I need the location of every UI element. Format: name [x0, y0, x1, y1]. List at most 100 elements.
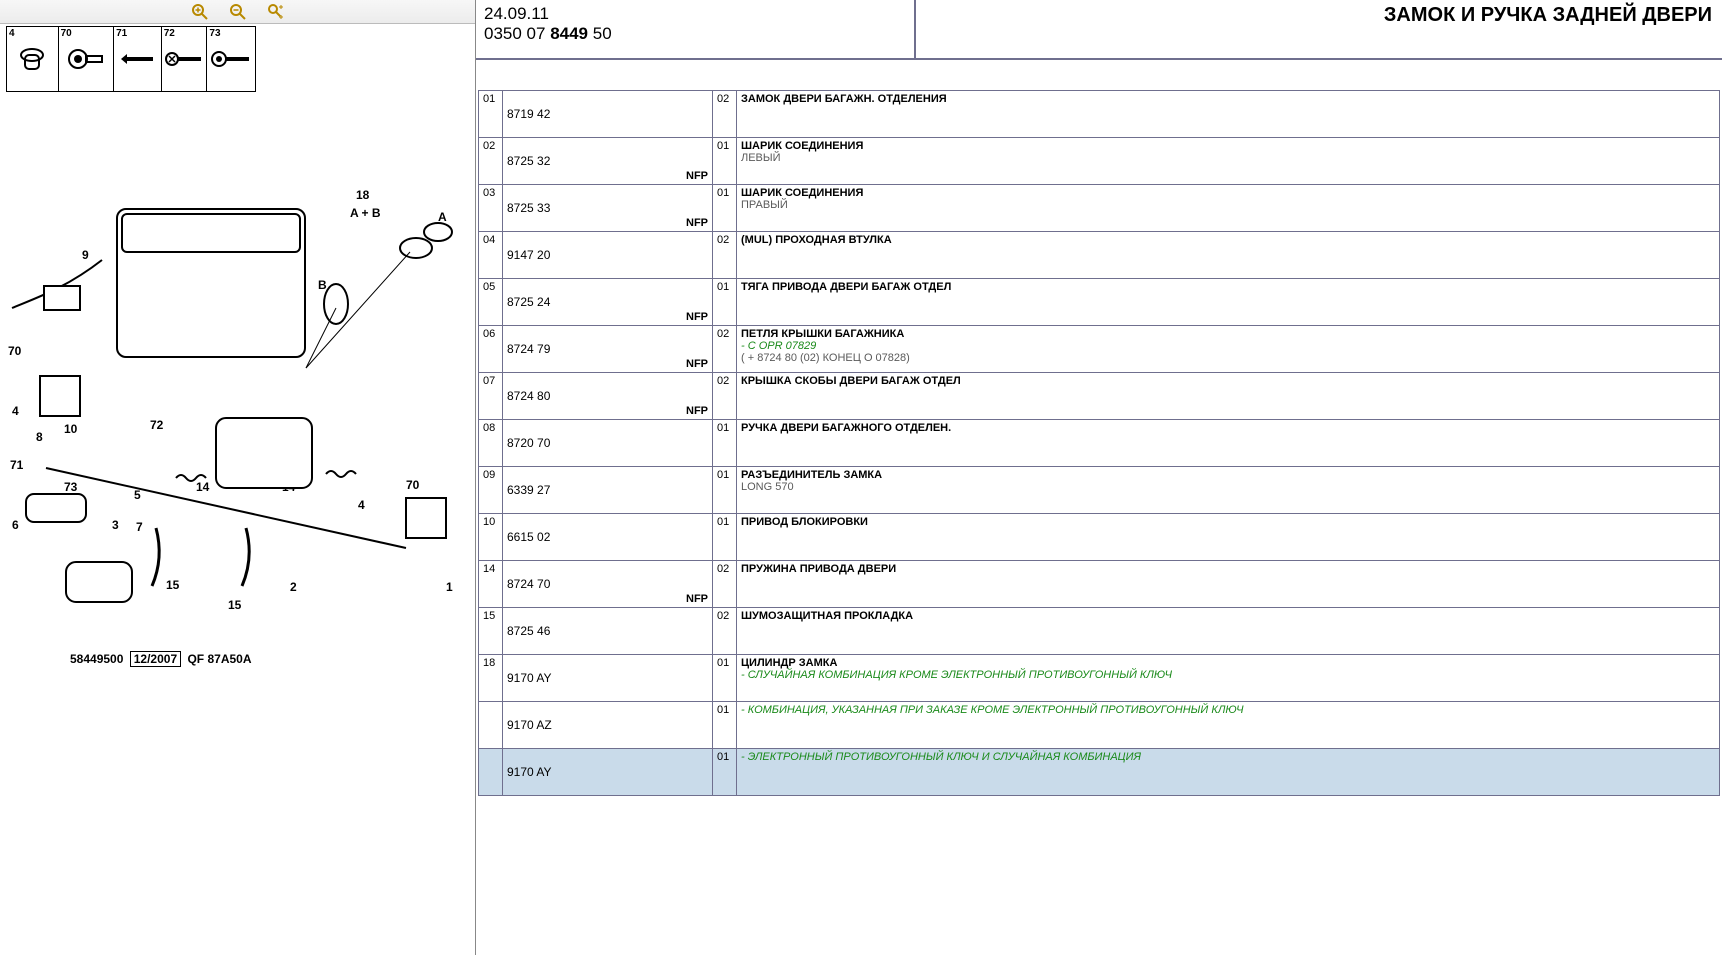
zoom-out-icon[interactable] — [230, 4, 246, 20]
diagram-area[interactable]: 18 A + B A B 9 70 4 8 10 72 71 73 5 6 3 … — [0, 92, 475, 955]
row-partnum: 9170 AY — [503, 749, 713, 796]
table-row[interactable]: 068724 79NFP02ПЕТЛЯ КРЫШКИ БАГАЖНИКА- С … — [479, 326, 1720, 373]
row-description: ШАРИК СОЕДИНЕНИЯЛЕВЫЙ — [737, 138, 1720, 185]
table-row[interactable]: 096339 2701РАЗЪЕДИНИТЕЛЬ ЗАМКАLONG 570 — [479, 467, 1720, 514]
row-description: ПРИВОД БЛОКИРОВКИ — [737, 514, 1720, 561]
detail-thumbs: 4 70 71 72 73 — [6, 26, 256, 92]
row-index: 06 — [479, 326, 503, 373]
code-pre: 0350 07 — [484, 24, 550, 43]
nfp-badge: NFP — [686, 217, 708, 229]
row-index: 14 — [479, 561, 503, 608]
row-partnum: 9170 AZ — [503, 702, 713, 749]
row-index: 02 — [479, 138, 503, 185]
row-description: ТЯГА ПРИВОДА ДВЕРИ БАГАЖ ОТДЕЛ — [737, 279, 1720, 326]
row-index — [479, 749, 503, 796]
row-qty: 01 — [713, 420, 737, 467]
thumb-71[interactable]: 71 — [114, 27, 162, 91]
row-index: 18 — [479, 655, 503, 702]
row-description: - КОМБИНАЦИЯ, УКАЗАННАЯ ПРИ ЗАКАЗЕ КРОМЕ… — [737, 702, 1720, 749]
row-qty: 01 — [713, 655, 737, 702]
row-index: 07 — [479, 373, 503, 420]
thumb-72[interactable]: 72 — [162, 27, 208, 91]
nfp-badge: NFP — [686, 405, 708, 417]
row-qty: 01 — [713, 702, 737, 749]
row-index: 03 — [479, 185, 503, 232]
row-qty: 02 — [713, 608, 737, 655]
parts-table-wrap: 018719 4202ЗАМОК ДВЕРИ БАГАЖН. ОТДЕЛЕНИЯ… — [476, 90, 1722, 796]
table-row[interactable]: 9170 AY01- ЭЛЕКТРОННЫЙ ПРОТИВОУГОННЫЙ КЛ… — [479, 749, 1720, 796]
row-index: 10 — [479, 514, 503, 561]
parts-header: 24.09.11 0350 07 8449 50 ЗАМОК И РУЧКА З… — [476, 0, 1722, 60]
table-row[interactable]: 189170 AY01ЦИЛИНДР ЗАМКА- СЛУЧАЙНАЯ КОМБ… — [479, 655, 1720, 702]
row-description: ПЕТЛЯ КРЫШКИ БАГАЖНИКА- С OPR 07829( + 8… — [737, 326, 1720, 373]
table-row[interactable]: 106615 0201ПРИВОД БЛОКИРОВКИ — [479, 514, 1720, 561]
row-qty: 01 — [713, 514, 737, 561]
table-row[interactable]: 049147 2002(MUL) ПРОХОДНАЯ ВТУЛКА — [479, 232, 1720, 279]
thumb-label: 4 — [9, 28, 15, 39]
row-description: РАЗЪЕДИНИТЕЛЬ ЗАМКАLONG 570 — [737, 467, 1720, 514]
exploded-diagram: 18 A + B A B 9 70 4 8 10 72 71 73 5 6 3 … — [6, 148, 466, 628]
thumb-label: 70 — [61, 28, 72, 39]
row-partnum: 9147 20 — [503, 232, 713, 279]
row-partnum: 8719 42 — [503, 91, 713, 138]
row-index: 09 — [479, 467, 503, 514]
row-qty: 02 — [713, 326, 737, 373]
row-partnum: 8724 79NFP — [503, 326, 713, 373]
table-row[interactable]: 058725 24NFP01ТЯГА ПРИВОДА ДВЕРИ БАГАЖ О… — [479, 279, 1720, 326]
diagram-toolbar — [0, 0, 475, 24]
table-row[interactable]: 078724 80NFP02КРЫШКА СКОБЫ ДВЕРИ БАГАЖ О… — [479, 373, 1720, 420]
caption-date: 12/2007 — [130, 651, 181, 667]
diagram-caption: 58449500 12/2007 QF 87A50A — [70, 652, 252, 666]
table-row[interactable]: 088720 7001РУЧКА ДВЕРИ БАГАЖНОГО ОТДЕЛЕН… — [479, 420, 1720, 467]
row-description: ШАРИК СОЕДИНЕНИЯПРАВЫЙ — [737, 185, 1720, 232]
zoom-fit-icon[interactable] — [268, 4, 284, 20]
row-partnum: 8724 70NFP — [503, 561, 713, 608]
code-post: 50 — [588, 24, 612, 43]
row-qty: 02 — [713, 91, 737, 138]
row-qty: 02 — [713, 232, 737, 279]
table-row[interactable]: 148724 70NFP02ПРУЖИНА ПРИВОДА ДВЕРИ — [479, 561, 1720, 608]
thumb-73[interactable]: 73 — [207, 27, 255, 91]
header-codes: 24.09.11 0350 07 8449 50 — [476, 0, 916, 58]
row-qty: 02 — [713, 561, 737, 608]
row-partnum: 8720 70 — [503, 420, 713, 467]
app-root: 4 70 71 72 73 — [0, 0, 1722, 955]
row-qty: 01 — [713, 185, 737, 232]
row-qty: 01 — [713, 279, 737, 326]
parts-table: 018719 4202ЗАМОК ДВЕРИ БАГАЖН. ОТДЕЛЕНИЯ… — [478, 90, 1720, 796]
row-partnum: 8725 33NFP — [503, 185, 713, 232]
table-row[interactable]: 018719 4202ЗАМОК ДВЕРИ БАГАЖН. ОТДЕЛЕНИЯ — [479, 91, 1720, 138]
nfp-badge: NFP — [686, 358, 708, 370]
table-row[interactable]: 038725 33NFP01ШАРИК СОЕДИНЕНИЯПРАВЫЙ — [479, 185, 1720, 232]
row-partnum: 6615 02 — [503, 514, 713, 561]
nfp-badge: NFP — [686, 593, 708, 605]
table-row[interactable]: 9170 AZ01- КОМБИНАЦИЯ, УКАЗАННАЯ ПРИ ЗАК… — [479, 702, 1720, 749]
row-partnum: 8725 24NFP — [503, 279, 713, 326]
thumb-label: 73 — [209, 28, 220, 39]
nfp-badge: NFP — [686, 170, 708, 182]
row-partnum: 9170 AY — [503, 655, 713, 702]
thumb-4[interactable]: 4 — [7, 27, 59, 91]
zoom-in-icon[interactable] — [192, 4, 208, 20]
table-row[interactable]: 158725 4602ШУМОЗАЩИТНАЯ ПРОКЛАДКА — [479, 608, 1720, 655]
parts-panel: 24.09.11 0350 07 8449 50 ЗАМОК И РУЧКА З… — [476, 0, 1722, 955]
diagram-panel: 4 70 71 72 73 — [0, 0, 476, 955]
row-description: КРЫШКА СКОБЫ ДВЕРИ БАГАЖ ОТДЕЛ — [737, 373, 1720, 420]
row-index: 04 — [479, 232, 503, 279]
thumb-label: 71 — [116, 28, 127, 39]
row-description: ПРУЖИНА ПРИВОДА ДВЕРИ — [737, 561, 1720, 608]
row-qty: 01 — [713, 138, 737, 185]
code-bold: 8449 — [550, 24, 588, 43]
row-partnum: 6339 27 — [503, 467, 713, 514]
table-row[interactable]: 028725 32NFP01ШАРИК СОЕДИНЕНИЯЛЕВЫЙ — [479, 138, 1720, 185]
row-description: ЗАМОК ДВЕРИ БАГАЖН. ОТДЕЛЕНИЯ — [737, 91, 1720, 138]
row-index: 08 — [479, 420, 503, 467]
row-description: - ЭЛЕКТРОННЫЙ ПРОТИВОУГОННЫЙ КЛЮЧ И СЛУЧ… — [737, 749, 1720, 796]
row-index: 15 — [479, 608, 503, 655]
caption-id: 58449500 — [70, 652, 123, 666]
row-description: ШУМОЗАЩИТНАЯ ПРОКЛАДКА — [737, 608, 1720, 655]
thumb-70[interactable]: 70 — [59, 27, 115, 91]
row-description: РУЧКА ДВЕРИ БАГАЖНОГО ОТДЕЛЕН. — [737, 420, 1720, 467]
header-date: 24.09.11 — [484, 4, 906, 24]
row-index — [479, 702, 503, 749]
